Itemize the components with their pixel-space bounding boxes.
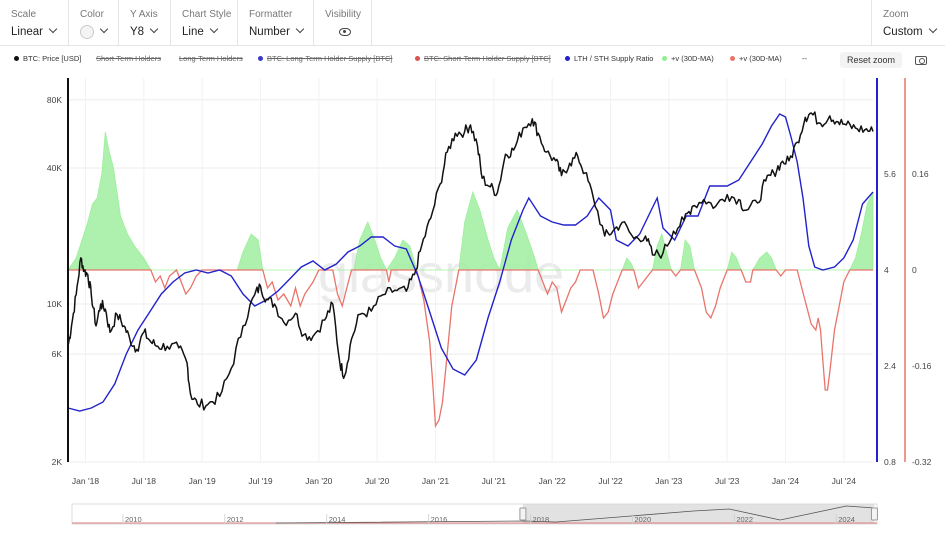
zoom-label: Zoom <box>883 9 909 20</box>
x-tick-label: Jan '21 <box>422 476 449 486</box>
navigator-year-label: 2024 <box>838 515 855 524</box>
navigator-year-label: 2012 <box>227 515 244 524</box>
price-tick-label: 2K <box>52 457 63 467</box>
x-tick-label: Jul '20 <box>365 476 390 486</box>
legend-dot-icon <box>258 55 263 61</box>
color-label: Color <box>80 9 104 20</box>
price-series <box>67 111 874 411</box>
scale-label: Scale <box>11 9 37 20</box>
color-dropdown[interactable]: Color <box>69 0 119 46</box>
navigator-year-label: 2018 <box>533 515 550 524</box>
positive-momentum-area <box>67 131 874 272</box>
scale-dropdown[interactable]: Scale Linear <box>0 0 69 46</box>
zoom-dropdown[interactable]: Zoom Custom <box>871 0 945 46</box>
y-axis-label: Y Axis <box>130 9 158 20</box>
toolbar: Scale Linear Color Y Axis Y8 Chart Style… <box>0 0 945 46</box>
navigator-year-label: 2022 <box>736 515 753 524</box>
legend-dot-icon <box>14 55 19 61</box>
navigator-year-label: 2014 <box>329 515 346 524</box>
scale-value: Linear <box>11 26 43 38</box>
momentum-tick-label: -0.32 <box>912 457 932 467</box>
momentum-tick-label: 0.16 <box>912 169 929 179</box>
navigator-year-label: 2020 <box>634 515 651 524</box>
formatter-value: Number <box>249 26 290 38</box>
chart-style-value: Line <box>182 26 204 38</box>
legend-item-long-term-holders[interactable]: Long-Term Holders <box>179 54 243 63</box>
momentum-tick-label: 0 <box>912 265 917 275</box>
ratio-tick-label: 0.8 <box>884 457 896 467</box>
x-tick-label: Jul '19 <box>248 476 273 486</box>
legend-item-btc-price[interactable]: BTC: Price [USD] <box>14 54 81 63</box>
navigator-handle <box>519 507 527 521</box>
legend-dot-icon <box>730 55 735 61</box>
x-tick-label: Jul '18 <box>132 476 157 486</box>
x-tick-label: Jan '24 <box>772 476 799 486</box>
ratio-tick-label: 5.6 <box>884 169 896 179</box>
legend-item-lth-sth-ratio[interactable]: LTH / STH Supply Ratio <box>565 54 653 63</box>
price-tick-label: 80K <box>47 95 62 105</box>
axes: 80K 40K 10K 6K 2K 5.6 4 2.4 0.8 0.16 0 -0.16 -0.32 Ja… <box>47 78 932 486</box>
price-tick-label: 10K <box>47 299 62 309</box>
eye-icon <box>339 28 351 36</box>
visibility-toggle[interactable]: Visibility <box>314 0 372 46</box>
navigator-year-label: 2016 <box>431 515 448 524</box>
chart-style-dropdown[interactable]: Chart Style Line <box>171 0 238 46</box>
chart-style-label: Chart Style <box>182 9 232 20</box>
ratio-tick-label: 2.4 <box>884 361 896 371</box>
legend-item-lth-supply[interactable]: BTC: Long-Term Holder Supply [BTC] <box>258 54 392 63</box>
range-navigator[interactable]: 2010 2012 2014 2016 2018 2020 2022 2024 <box>71 503 878 525</box>
positive-momentum-series <box>67 131 874 272</box>
legend-dot-icon <box>565 55 570 61</box>
ratio-series <box>67 113 874 412</box>
x-tick-label: Jul '23 <box>715 476 740 486</box>
legend-dot-icon <box>662 55 667 61</box>
negative-momentum-line <box>68 268 873 429</box>
legend-item-sth-supply[interactable]: BTC: Short-Term Holder Supply [BTC] <box>415 54 551 63</box>
ratio-tick-label: 4 <box>884 265 889 275</box>
price-tick-label: 6K <box>52 349 63 359</box>
navigator-year-label: 2010 <box>125 515 142 524</box>
x-tick-label: Jul '22 <box>598 476 623 486</box>
x-tick-label: Jul '21 <box>482 476 507 486</box>
price-tick-label: 40K <box>47 163 62 173</box>
x-tick-label: Jan '19 <box>189 476 216 486</box>
y-axis-dropdown[interactable]: Y Axis Y8 <box>119 0 171 46</box>
formatter-label: Formatter <box>249 9 293 20</box>
x-tick-label: Jan '22 <box>539 476 566 486</box>
momentum-tick-label: -0.16 <box>912 361 932 371</box>
x-tick-label: Jul '24 <box>832 476 857 486</box>
legend-item-negative-momentum[interactable]: +v (30D-MA) <box>730 54 782 63</box>
y-axis-value: Y8 <box>130 26 145 38</box>
navigator-handle <box>870 507 878 521</box>
camera-icon[interactable] <box>915 56 927 65</box>
color-swatch-icon <box>80 25 94 39</box>
negative-momentum-series <box>68 268 873 429</box>
legend-item-positive-momentum[interactable]: +v (30D-MA) <box>662 54 714 63</box>
ratio-line <box>67 113 874 412</box>
visibility-label: Visibility <box>325 9 361 20</box>
legend-dot-icon <box>415 55 420 61</box>
legend-item-short-term-holders[interactable]: Short-Term Holders <box>96 54 162 63</box>
reset-zoom-button[interactable]: Reset zoom <box>840 52 902 68</box>
legend-more[interactable]: -- <box>802 54 807 63</box>
x-tick-label: Jan '18 <box>72 476 99 486</box>
price-line <box>67 111 874 411</box>
x-tick-label: Jan '23 <box>655 476 682 486</box>
zoom-value: Custom <box>883 26 923 38</box>
formatter-dropdown[interactable]: Formatter Number <box>238 0 314 46</box>
x-tick-label: Jan '20 <box>305 476 332 486</box>
navigator-selection <box>522 504 875 524</box>
